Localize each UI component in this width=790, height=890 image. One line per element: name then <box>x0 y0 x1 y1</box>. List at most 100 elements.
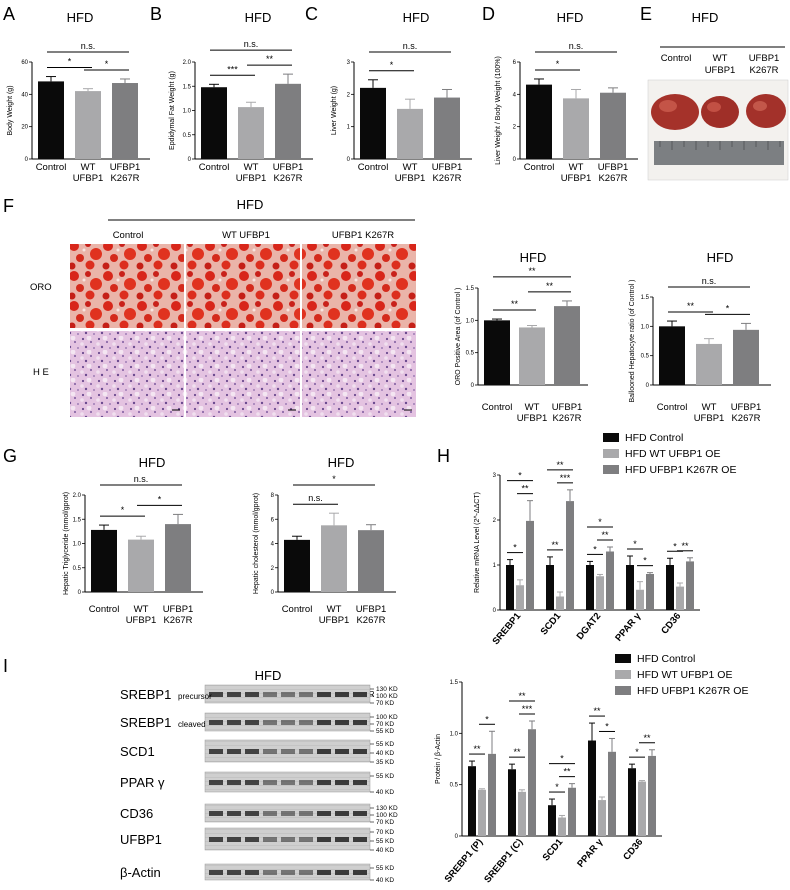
panel-f-micrographs: HFD Control WT UFBP1 UFBP1 K267R ORO H E <box>30 197 416 417</box>
panel-f-row-oro: ORO <box>30 282 52 293</box>
x-category-label: Control <box>89 604 120 615</box>
y-axis-label: ORO Positive Area (of Control ) <box>455 288 462 386</box>
x-category-label: UFBP1 <box>110 162 141 173</box>
bar <box>201 87 227 159</box>
panel-label-h: H <box>437 446 450 466</box>
blot-band <box>317 811 331 816</box>
bar <box>38 81 64 159</box>
chart-title: HFD <box>328 455 355 470</box>
bar <box>628 768 636 836</box>
significance-label: * <box>643 556 647 566</box>
mw-label: 70 KD <box>376 700 394 707</box>
y-tick-label: 2 <box>347 92 351 98</box>
bar <box>646 574 654 610</box>
y-tick-label: 60 <box>21 60 28 66</box>
panel-f-col-wt: WT UFBP1 <box>222 230 270 241</box>
blot-row: SCD1 55 KD 40 KD 35 KD <box>120 739 394 766</box>
bar <box>397 108 423 159</box>
x-category-label: UFBP1 <box>319 615 350 626</box>
legend-swatch <box>615 670 631 679</box>
significance-label: ** <box>556 460 564 470</box>
x-category-label: UFBP1 <box>517 413 548 424</box>
y-tick-label: 0.5 <box>73 566 82 572</box>
bar <box>606 551 614 610</box>
significance-label: n.s. <box>81 41 96 51</box>
blot-band <box>299 749 313 754</box>
significance-label: ** <box>593 706 601 716</box>
significance-label: * <box>555 782 559 792</box>
x-category-label: UFBP1 <box>694 413 725 424</box>
panel-label-e: E <box>640 4 652 24</box>
x-category-label: K267R <box>731 413 760 424</box>
legend-label: HFD UFBP1 K267R OE <box>625 464 736 476</box>
x-category-label: Control <box>282 604 313 615</box>
x-category-label: Control <box>524 162 555 173</box>
y-tick-label: 40 <box>21 92 28 98</box>
mw-label: 100 KD <box>376 714 398 721</box>
bar <box>733 329 759 385</box>
x-category-label: SREBP1 (P) <box>443 837 486 885</box>
panel-label-a: A <box>3 4 15 24</box>
x-category-label: UFBP1 <box>163 604 194 615</box>
legend-label: HFD WT UFBP1 OE <box>625 448 720 460</box>
blot-band <box>209 780 223 785</box>
panel-f-row-he: H E <box>33 367 49 378</box>
legend-label: HFD Control <box>625 432 683 444</box>
x-category-label: WT <box>525 402 540 413</box>
blot-band <box>263 837 277 842</box>
mw-label: 55 KD <box>376 838 394 845</box>
significance-label: * <box>332 474 336 484</box>
panel-e-label-k2: K267R <box>749 65 778 76</box>
bar <box>636 589 644 610</box>
blot-band <box>227 720 241 725</box>
panel-i-title: HFD <box>255 668 282 683</box>
significance-label: * <box>485 714 489 724</box>
significance-label: ** <box>681 541 689 551</box>
y-tick-label: 1.5 <box>466 286 475 292</box>
panel-label-g: G <box>3 446 17 466</box>
x-category-label: UFBP1 <box>395 173 426 184</box>
x-category-label: WT <box>327 604 342 615</box>
blot-band <box>263 749 277 754</box>
chart-title: HFD <box>245 10 272 25</box>
blot-band <box>209 720 223 725</box>
blot-row: β-Actin 55 KD 40 KD <box>120 863 394 884</box>
blot-sublabel: cleaved <box>178 720 206 729</box>
blot-band <box>299 720 313 725</box>
y-tick-label: 0.5 <box>641 354 650 360</box>
blot-band <box>227 870 241 875</box>
bar <box>360 87 386 159</box>
x-category-label: K267R <box>356 615 385 626</box>
blot-band <box>317 692 331 697</box>
legend-swatch <box>615 686 631 695</box>
blot-label: CD36 <box>120 806 153 821</box>
y-tick-label: 1.5 <box>73 517 82 523</box>
y-axis-label: Ballooned Hepatocyte ratio (of Control ) <box>629 280 636 403</box>
blot-label: UFBP1 <box>120 832 162 847</box>
legend-label: HFD WT UFBP1 OE <box>637 669 732 681</box>
blot-band <box>353 811 367 816</box>
y-axis-label: Hepatic cholesterol (mmol/gprot) <box>253 493 260 594</box>
bar <box>659 326 685 385</box>
significance-label: n.s. <box>403 41 418 51</box>
significance-label: ** <box>511 299 519 309</box>
bar <box>600 92 626 159</box>
bar <box>508 769 516 836</box>
chart-title: HFD <box>139 455 166 470</box>
significance-label: ** <box>687 301 695 311</box>
y-axis-label: Body Weight (g) <box>7 85 14 135</box>
bar <box>563 98 589 159</box>
x-category-label: DGAT2 <box>575 611 604 642</box>
chart-d: HFD 0 2 4 6 Liver Weight / Body Weight (100%)… <box>495 10 638 184</box>
significance-label: * <box>673 541 677 551</box>
chart-title: HFD <box>520 250 547 265</box>
blot-band <box>335 870 349 875</box>
panel-e-label-control: Control <box>661 53 692 64</box>
blot-band <box>317 720 331 725</box>
mw-label: 55 KD <box>376 728 394 735</box>
significance-label: * <box>633 539 637 549</box>
x-category-label: UFBP1 <box>273 162 304 173</box>
panel-e-label-k: UFBP1 <box>749 53 780 64</box>
